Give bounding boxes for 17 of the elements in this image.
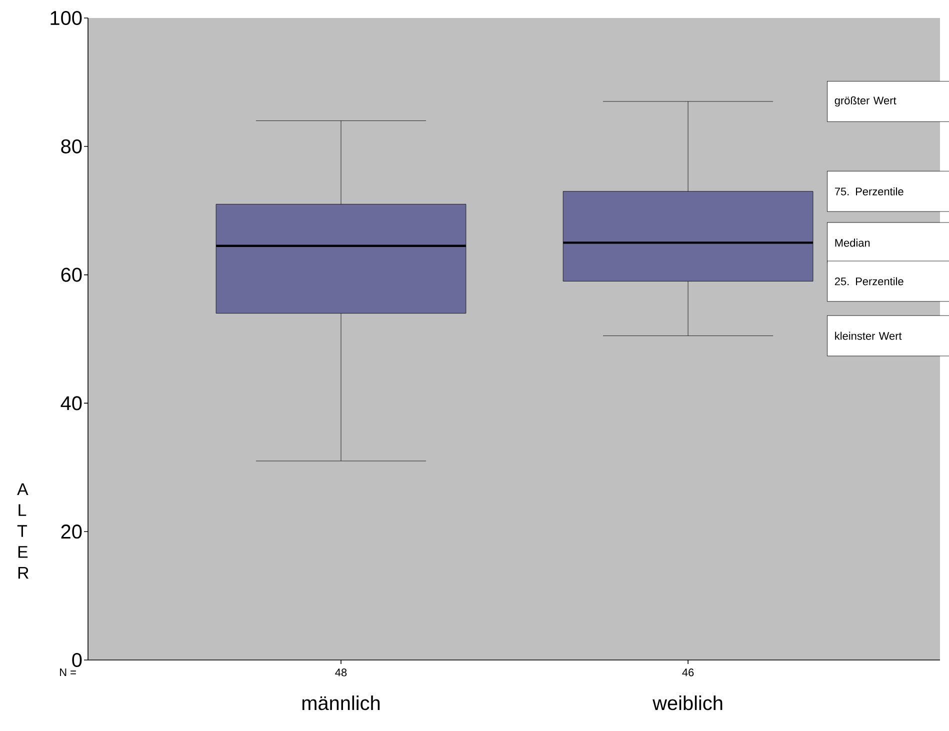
annotation: 25. Perzentile: [834, 277, 904, 286]
y-tick-label: 60: [61, 268, 82, 282]
x-tick-label: weiblich: [652, 696, 722, 710]
annotation: kleinster Wert: [835, 332, 902, 340]
y-tick-label: 0: [72, 652, 82, 668]
text: 48: [335, 668, 347, 676]
annotation: 75. Perzentile: [834, 187, 904, 196]
text: 46: [682, 668, 694, 676]
y-tick-label: 40: [60, 396, 82, 410]
y-tick-label: 80: [61, 139, 82, 154]
x-tick-label: männlich: [302, 696, 380, 710]
y-tick-label: 100: [50, 10, 82, 26]
y-axis-title: A L T E R: [17, 483, 28, 579]
annotation: größter Wert: [834, 96, 896, 107]
annotation: Median: [835, 238, 870, 247]
text: N =: [60, 668, 76, 676]
y-tick-label: 20: [61, 524, 82, 539]
